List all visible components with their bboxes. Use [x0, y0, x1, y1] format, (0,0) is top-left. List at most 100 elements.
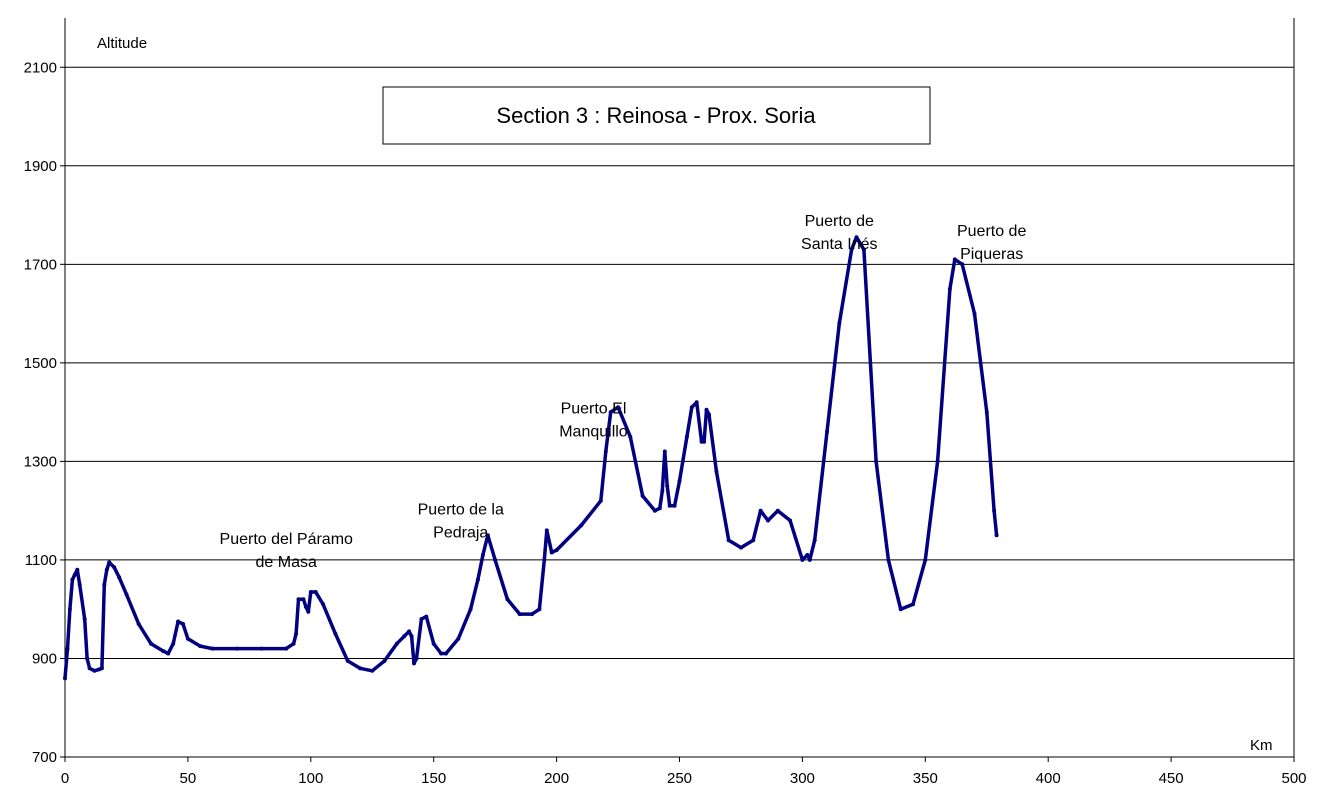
- x-tick-label: 0: [61, 770, 69, 787]
- data-point: [345, 658, 350, 663]
- pass-annotation: Puerto de Santa Inés: [801, 213, 878, 253]
- data-point: [358, 666, 362, 671]
- data-point: [424, 614, 429, 619]
- data-point: [67, 607, 72, 612]
- data-point: [549, 550, 554, 555]
- data-point: [766, 518, 770, 523]
- data-point: [608, 410, 613, 415]
- data-point: [414, 656, 419, 661]
- data-point: [85, 656, 90, 661]
- pass-annotation-line: Puerto El: [561, 400, 627, 417]
- x-tick-label: 300: [790, 770, 815, 787]
- x-tick-label: 250: [667, 770, 692, 787]
- data-point: [517, 612, 522, 617]
- data-point: [660, 489, 665, 493]
- data-point: [493, 557, 498, 562]
- data-point: [87, 666, 92, 671]
- pass-annotation-line: Puerto de la: [418, 501, 504, 518]
- data-point: [176, 619, 181, 624]
- data-point: [603, 449, 608, 454]
- data-point: [92, 668, 97, 673]
- data-point: [537, 607, 542, 612]
- y-tick-label: 1100: [25, 552, 57, 569]
- data-point: [775, 508, 780, 513]
- data-point: [505, 597, 510, 602]
- data-point: [714, 469, 719, 474]
- data-point: [75, 567, 80, 572]
- data-point: [82, 617, 87, 622]
- x-tick-label: 200: [544, 770, 569, 787]
- data-point: [431, 641, 436, 646]
- data-point: [284, 646, 289, 651]
- pass-annotation-line: Piqueras: [960, 246, 1023, 263]
- data-point: [861, 247, 866, 252]
- y-axis-label: Altitude: [97, 35, 147, 52]
- data-point: [805, 553, 810, 557]
- pass-annotation-line: Santa Inés: [801, 236, 878, 253]
- data-point: [294, 631, 299, 636]
- data-point: [333, 631, 338, 636]
- data-point: [554, 548, 559, 553]
- data-point: [665, 484, 670, 488]
- data-point: [306, 609, 311, 614]
- data-point: [689, 405, 694, 410]
- data-point: [303, 604, 308, 609]
- data-point: [640, 493, 645, 498]
- data-point: [849, 247, 854, 252]
- data-point: [616, 405, 621, 410]
- y-tick-label: 1500: [24, 355, 57, 372]
- pass-annotation-line: Puerto del Páramo: [220, 531, 354, 548]
- chart-title-frame: [382, 86, 931, 145]
- pass-annotation-line: de Masa: [256, 554, 317, 571]
- data-point: [99, 666, 104, 671]
- data-point: [308, 590, 313, 594]
- data-point: [412, 661, 416, 666]
- data-point: [704, 407, 709, 412]
- data-point: [117, 575, 122, 580]
- data-point: [739, 545, 743, 550]
- data-point: [409, 634, 414, 639]
- x-tick-label: 450: [1159, 770, 1184, 787]
- data-point: [321, 602, 326, 607]
- data-point: [65, 646, 70, 651]
- data-point: [149, 641, 153, 646]
- data-point: [960, 262, 965, 267]
- x-tick-label: 100: [298, 770, 323, 787]
- data-point: [598, 498, 603, 503]
- pass-annotation: Puerto del Páramo de Masa: [220, 531, 354, 571]
- data-point: [313, 590, 318, 594]
- data-point: [77, 582, 82, 587]
- x-axis-label: Km: [1250, 737, 1273, 754]
- data-point: [475, 577, 480, 582]
- data-point: [952, 257, 957, 262]
- data-point: [439, 651, 444, 656]
- data-point: [468, 607, 473, 612]
- data-point: [407, 629, 412, 634]
- data-point: [382, 658, 387, 663]
- data-point: [684, 434, 689, 439]
- data-point: [758, 508, 763, 513]
- data-point: [825, 429, 829, 434]
- data-point: [296, 597, 301, 602]
- data-point: [807, 557, 812, 562]
- series-layer: [63, 235, 999, 681]
- data-point: [70, 577, 75, 582]
- data-point: [542, 557, 547, 562]
- grid-layer: [65, 66, 1294, 659]
- data-point: [402, 634, 407, 639]
- data-point: [301, 597, 306, 602]
- data-point: [419, 617, 424, 622]
- data-point: [947, 287, 952, 291]
- data-point: [63, 676, 67, 681]
- data-point: [854, 235, 859, 240]
- data-point: [102, 582, 107, 587]
- data-point: [726, 538, 731, 543]
- data-point: [677, 479, 682, 484]
- y-tick-label: 700: [32, 749, 57, 766]
- data-point: [579, 523, 584, 528]
- data-point: [702, 439, 707, 444]
- x-tick-label: 150: [421, 770, 446, 787]
- data-point: [812, 538, 817, 543]
- data-point: [171, 641, 176, 646]
